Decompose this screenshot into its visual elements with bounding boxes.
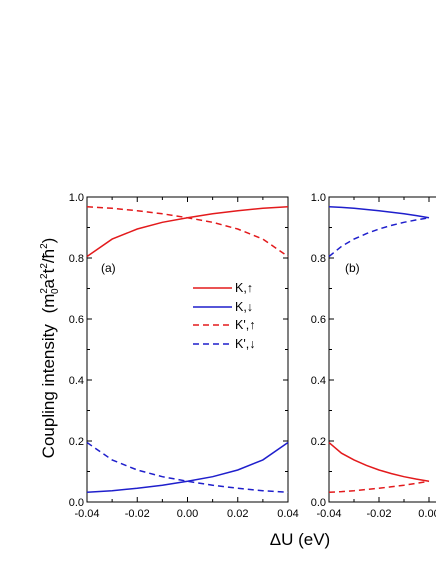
y-tick-label-b-2: 0.4	[311, 375, 326, 387]
y-axis-title: Coupling intensity (m20a2t2/ħ2)	[39, 238, 61, 459]
y-axis-title-units-close: )	[39, 238, 58, 244]
y-tick-label-b-0: 0.0	[311, 497, 326, 509]
y-axis-title-hbar: /ħ	[39, 249, 58, 263]
y-axis-title-main: Coupling intensity	[39, 324, 58, 459]
legend-label-kp-up: K',↑	[235, 318, 255, 332]
y-tick-label-b-1: 0.2	[311, 436, 326, 448]
y-tick-label-a-5: 1.0	[69, 192, 84, 204]
series-line-b-0	[328, 441, 430, 482]
panel-b-frame	[328, 196, 436, 503]
x-tick-label-a-0: -0.04	[74, 508, 99, 520]
y-axis-title-sup2: 2	[39, 273, 50, 279]
series-line-a-0	[86, 206, 289, 258]
panel-b: 0.00.20.40.60.81.0-0.04-0.020.000.020.04…	[311, 192, 436, 520]
y-tick-label-b-4: 0.8	[311, 253, 326, 265]
series-line-a-1	[86, 441, 289, 493]
panel-a-label: (a)	[101, 261, 116, 275]
y-axis-title-t: t	[39, 268, 58, 273]
legend: K,↑ K,↓ K',↑ K',↓	[193, 281, 255, 351]
y-tick-label-a-2: 0.4	[69, 375, 84, 387]
x-tick-label-b-1: -0.02	[366, 508, 391, 520]
legend-label-k-down: K,↓	[235, 300, 253, 314]
series-line-b-2	[328, 480, 430, 493]
series-line-a-3	[86, 441, 289, 493]
y-tick-label-b-3: 0.6	[311, 314, 326, 326]
x-tick-label-a-3: 0.02	[227, 508, 248, 520]
panel-a-frame	[86, 196, 289, 503]
y-axis-title-sup4: 2	[39, 243, 50, 249]
x-axis-title: ΔU (eV)	[270, 530, 330, 549]
y-tick-label-a-0: 0.0	[69, 497, 84, 509]
panel-a: 0.0 0.2 0.4 0.6 0.8 1.0 -0.04 -0.02 0.00 0.02 0.04…	[69, 192, 299, 520]
y-axis-title-sup1: 2	[39, 288, 50, 294]
series-line-b-3	[328, 217, 430, 258]
y-axis-title-units-open: (m	[39, 294, 58, 314]
x-tick-label-b-2: 0.00	[418, 508, 436, 520]
x-tick-label-b-0: -0.04	[316, 508, 341, 520]
legend-label-k-up: K,↑	[235, 281, 253, 295]
series-line-b-1	[328, 206, 430, 219]
y-axis-title-sub0: 0	[50, 288, 61, 294]
y-axis-title-sup3: 2	[39, 263, 50, 269]
legend-label-kp-down: K',↓	[235, 337, 255, 351]
panel-a-series	[86, 206, 289, 493]
y-axis-title-a: a	[39, 278, 58, 288]
y-tick-label-a-1: 0.2	[69, 436, 84, 448]
x-tick-label-a-4: 0.04	[277, 508, 298, 520]
y-tick-label-b-5: 1.0	[311, 192, 326, 204]
panel-b-series	[328, 206, 430, 493]
panel-a-ticks: 0.0 0.2 0.4 0.6 0.8 1.0 -0.04 -0.02 0.00 0.02 0.04	[69, 192, 299, 520]
panel-b-label: (b)	[345, 261, 360, 275]
y-tick-label-a-4: 0.8	[69, 253, 84, 265]
series-line-a-2	[86, 206, 289, 258]
panel-b-ticks: 0.00.20.40.60.81.0-0.04-0.020.000.020.04	[311, 192, 436, 520]
x-tick-label-a-1: -0.02	[125, 508, 150, 520]
y-tick-label-a-3: 0.6	[69, 314, 84, 326]
x-tick-label-a-2: 0.00	[177, 508, 198, 520]
